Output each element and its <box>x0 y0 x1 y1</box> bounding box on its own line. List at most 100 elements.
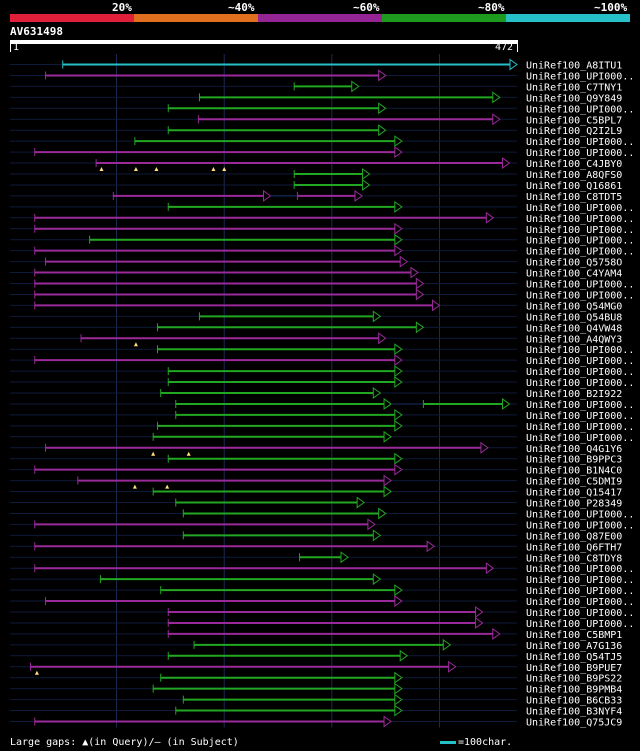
hit-label: UniRef100_UPI000.. <box>526 433 634 444</box>
hit-arrow <box>394 135 403 148</box>
hit-arrow <box>492 91 501 104</box>
hit-label: UniRef100_UPI000.. <box>526 509 634 520</box>
hit-label: UniRef100_UPI000.. <box>526 280 634 291</box>
hit-arrow <box>399 255 409 268</box>
query-gap-marker <box>154 167 159 172</box>
hit-arrow <box>356 496 366 509</box>
hit-arrow <box>431 299 441 312</box>
hit-label: UniRef100_UPI000.. <box>526 608 634 619</box>
legend-label-60: ~60% <box>353 1 380 14</box>
query-gap-marker <box>132 484 137 489</box>
hit-arrow <box>442 638 452 651</box>
hit-arrow <box>480 441 489 454</box>
hit-label: UniRef100_C7TNY1 <box>526 82 622 93</box>
hit-arrow <box>394 376 403 389</box>
legend-label-40: ~40% <box>228 1 255 14</box>
hit-arrow <box>394 354 403 367</box>
hit-arrow <box>383 485 392 498</box>
hit-label: UniRef100_UPI000.. <box>526 400 634 411</box>
query-gap-marker <box>211 167 216 172</box>
hit-label: UniRef100_B6CB33 <box>526 696 622 707</box>
hit-arrow <box>394 200 403 213</box>
hit-label: UniRef100_A8ITU1 <box>526 61 622 72</box>
hit-label: UniRef100_Q2I2L9 <box>526 126 622 137</box>
hit-arrow <box>415 288 425 301</box>
hit-label: UniRef100_Q54BU8 <box>526 312 622 323</box>
hit-label: UniRef100_B9PS22 <box>526 674 622 685</box>
hit-arrow <box>394 244 403 257</box>
hit-label: UniRef100_UPI000.. <box>526 378 634 389</box>
hit-arrow <box>394 584 403 597</box>
query-ruler <box>10 40 518 44</box>
hit-arrow <box>394 343 403 356</box>
hit-arrow <box>383 397 392 410</box>
hit-label: UniRef100_Q15417 <box>526 488 622 499</box>
hit-arrow <box>354 189 363 202</box>
ruler-start-label: 1 <box>13 42 20 53</box>
hit-arrow <box>383 430 392 443</box>
hit-arrow <box>378 124 387 137</box>
hit-arrow <box>362 168 371 180</box>
hit-label: UniRef100_Q5758O <box>526 258 622 269</box>
legend-band-orange <box>134 14 258 22</box>
hit-arrow <box>372 310 382 323</box>
query-gap-marker <box>133 342 138 347</box>
hit-arrow <box>394 233 403 246</box>
hit-arrow <box>394 222 403 235</box>
hit-label: UniRef100_UPI000.. <box>526 597 634 608</box>
hit-arrow <box>394 682 403 695</box>
hit-arrow <box>394 408 403 421</box>
hit-arrow <box>448 660 457 673</box>
hit-arrow <box>485 562 495 575</box>
hit-label: UniRef100_UPI000.. <box>526 564 634 575</box>
hit-arrow <box>426 540 435 553</box>
hit-arrow <box>383 474 392 487</box>
hit-label: UniRef100_C5BMP1 <box>526 630 622 641</box>
hit-label: UniRef100_UPI000.. <box>526 247 634 258</box>
hit-label: UniRef100_B9PPC3 <box>526 455 622 466</box>
hit-arrow <box>394 595 403 608</box>
hit-label: UniRef100_B1N4C0 <box>526 466 622 477</box>
hit-label: UniRef100_UPI000.. <box>526 367 634 378</box>
hit-label: UniRef100_UPI000.. <box>526 345 634 356</box>
hit-label: UniRef100_UPI000.. <box>526 71 634 82</box>
hit-label: UniRef100_Q54MG0 <box>526 301 622 312</box>
hit-label: UniRef100_UPI000.. <box>526 520 634 531</box>
ruler-end-tick <box>517 40 518 52</box>
hit-label: UniRef100_Q75JC9 <box>526 718 622 729</box>
ruler-start-tick <box>10 40 11 52</box>
hit-arrow <box>415 321 425 334</box>
hit-arrow <box>492 627 501 640</box>
hit-arrow <box>501 157 511 170</box>
hit-label: UniRef100_B9PUE7 <box>526 663 622 674</box>
legend-label-80: ~80% <box>478 1 505 14</box>
hit-arrow <box>410 266 419 279</box>
legend-band-cyan <box>506 14 630 22</box>
hit-label: UniRef100_A7G136 <box>526 641 622 652</box>
hit-arrow <box>372 573 382 586</box>
hit-arrow <box>340 551 349 564</box>
hit-arrow <box>475 616 484 629</box>
hit-arrow <box>383 715 392 728</box>
hit-arrow <box>394 419 403 432</box>
legend-band-purple <box>258 14 382 22</box>
legend-band-green <box>382 14 506 22</box>
hit-label: UniRef100_UPI000.. <box>526 356 634 367</box>
hit-label: UniRef100_Q54TJ5 <box>526 652 622 663</box>
hit-arrow <box>394 671 403 684</box>
query-gap-marker <box>133 167 138 172</box>
hit-label: UniRef100_C4YAM4 <box>526 269 622 280</box>
hit-label: UniRef100_UPI000.. <box>526 586 634 597</box>
hit-label: UniRef100_UPI000.. <box>526 104 634 115</box>
hit-label: UniRef100_UPI000.. <box>526 214 634 225</box>
hit-label: UniRef100_UPI000.. <box>526 619 634 630</box>
hit-arrow <box>378 332 387 345</box>
hit-label: UniRef100_UPI000.. <box>526 148 634 159</box>
query-gap-marker <box>186 451 191 456</box>
scale-legend: =100char. <box>440 737 512 748</box>
legend-label-100: ~100% <box>594 1 628 14</box>
legend-band-red <box>10 14 134 22</box>
hit-label: UniRef100_B3NYF4 <box>526 707 622 718</box>
hit-arrow <box>262 189 272 202</box>
